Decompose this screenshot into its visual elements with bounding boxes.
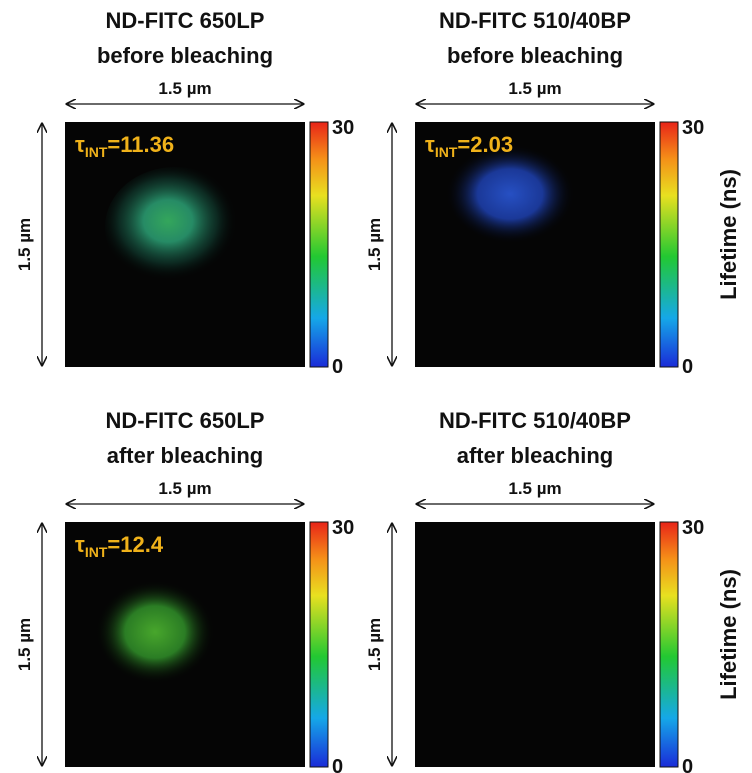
colorbar-max: 30 — [332, 517, 354, 539]
colorbar-label: Lifetime (ns) — [716, 169, 741, 300]
scale-x-label: 1.5 µm — [508, 79, 561, 98]
colorbar — [659, 121, 679, 368]
scale-x-label: 1.5 µm — [508, 479, 561, 498]
fluorescence-spot — [95, 580, 215, 684]
scale-x-label: 1.5 µm — [158, 479, 211, 498]
scale-y-label: 1.5 µm — [365, 618, 384, 671]
tau-label: τINT=12.4 — [75, 532, 164, 560]
panel-title: ND-FITC 510/40BP — [439, 8, 631, 33]
panel-title: after bleaching — [457, 443, 613, 468]
tau-value: =2.03 — [457, 132, 513, 157]
colorbar-min: 0 — [682, 356, 693, 378]
lifetime-image — [415, 522, 655, 767]
tau-subscript: INT — [85, 144, 108, 160]
tau-symbol: τ — [75, 532, 85, 557]
colorbar-min: 0 — [332, 356, 343, 378]
fluorescence-spot — [445, 144, 575, 244]
colorbar-min: 0 — [682, 756, 693, 773]
panel-title: ND-FITC 650LP — [106, 8, 265, 33]
tau-subscript: INT — [85, 544, 108, 560]
panel-title: before bleaching — [97, 43, 273, 68]
fluorescence-spot — [105, 167, 245, 287]
colorbar — [309, 121, 329, 368]
colorbar-max: 30 — [682, 517, 704, 539]
tau-value: =12.4 — [107, 532, 163, 557]
tau-symbol: τ — [75, 132, 85, 157]
panel-title: ND-FITC 650LP — [106, 408, 265, 433]
colorbar-label: Lifetime (ns) — [716, 569, 741, 700]
tau-symbol: τ — [425, 132, 435, 157]
colorbar — [309, 521, 329, 768]
panel-title: ND-FITC 510/40BP — [439, 408, 631, 433]
tau-label: τINT=11.36 — [75, 132, 174, 160]
panel-title: after bleaching — [107, 443, 263, 468]
colorbar-min: 0 — [332, 756, 343, 773]
tau-subscript: INT — [435, 144, 458, 160]
colorbar-max: 30 — [682, 117, 704, 139]
panel-title: before bleaching — [447, 43, 623, 68]
tau-value: =11.36 — [107, 132, 174, 157]
scale-x-label: 1.5 µm — [158, 79, 211, 98]
scale-y-label: 1.5 µm — [365, 218, 384, 271]
colorbar — [659, 521, 679, 768]
scale-y-label: 1.5 µm — [15, 218, 34, 271]
scale-y-label: 1.5 µm — [15, 618, 34, 671]
colorbar-max: 30 — [332, 117, 354, 139]
tau-label: τINT=2.03 — [425, 132, 513, 160]
